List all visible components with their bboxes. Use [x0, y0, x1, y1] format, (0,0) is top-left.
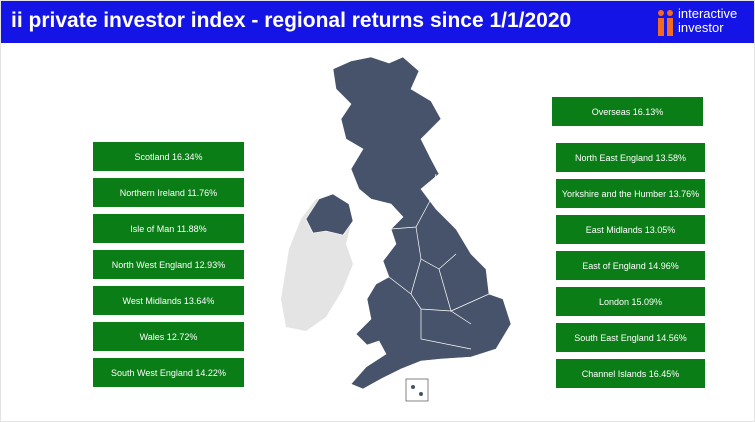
region-label: Scotland 16.34% — [93, 142, 244, 171]
region-label: Yorkshire and the Humber 13.76% — [556, 179, 705, 208]
brand-icon — [658, 10, 673, 36]
region-label: Channel Islands 16.45% — [556, 359, 705, 388]
region-label: South East England 14.56% — [556, 323, 705, 352]
region-label: North East England 13.58% — [556, 143, 705, 172]
header: ii private investor index - regional ret… — [1, 1, 754, 43]
region-label: North West England 12.93% — [93, 250, 244, 279]
region-label: Northern Ireland 11.76% — [93, 178, 244, 207]
uk-map — [281, 56, 512, 402]
brand-line: investor — [678, 20, 724, 35]
region-label: East Midlands 13.05% — [556, 215, 705, 244]
region-label: East of England 14.96% — [556, 251, 705, 280]
region-label: Overseas 16.13% — [552, 97, 703, 126]
region-label: London 15.09% — [556, 287, 705, 316]
northern-ireland — [305, 193, 354, 236]
region-label: West Midlands 13.64% — [93, 286, 244, 315]
title: ii private investor index - regional ret… — [11, 9, 572, 32]
great-britain — [332, 56, 512, 390]
region-label: Isle of Man 11.88% — [93, 214, 244, 243]
brand-name: interactive investor — [678, 7, 737, 35]
region-label: South West England 14.22% — [93, 358, 244, 387]
island — [419, 392, 423, 396]
region-borders — [388, 173, 490, 350]
channel-islands-inset — [405, 378, 429, 402]
region-label: Wales 12.72% — [93, 322, 244, 351]
brand-line: interactive — [678, 6, 738, 21]
island — [411, 385, 415, 389]
